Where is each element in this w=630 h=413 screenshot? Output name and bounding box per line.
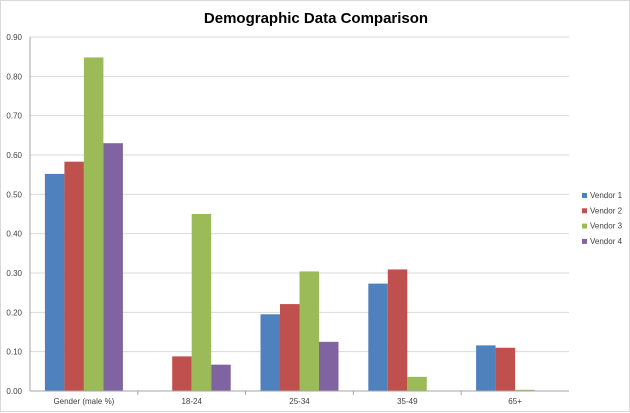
y-tick-label: 0.70 <box>6 112 22 121</box>
legend-label: Vendor 3 <box>590 222 623 231</box>
bar-vendor-2 <box>387 269 408 391</box>
legend-swatch <box>582 208 587 214</box>
bars <box>44 57 535 391</box>
bar-vendor-3 <box>191 214 212 391</box>
legend-label: Vendor 2 <box>590 206 623 215</box>
bar-vendor-4 <box>319 341 339 391</box>
x-category-label: 65+ <box>508 397 522 406</box>
bar-vendor-2 <box>172 356 192 391</box>
y-tick-label: 0.20 <box>6 308 22 317</box>
bar-vendor-3 <box>299 271 319 391</box>
bar-vendor-1 <box>44 173 65 391</box>
y-tick-label: 0.50 <box>6 190 22 199</box>
y-tick-label: 0.10 <box>6 348 22 357</box>
y-tick-label: 0.00 <box>6 387 22 396</box>
bar-vendor-1 <box>368 283 388 391</box>
y-tick-label: 0.60 <box>6 151 22 160</box>
legend-swatch <box>582 193 587 198</box>
x-category-label: 18-24 <box>181 397 202 406</box>
chart-title: Demographic Data Comparison <box>204 10 428 27</box>
y-tick-label: 0.90 <box>6 33 22 42</box>
legend: Vendor 1 Vendor 2 Vendor 3 Vendor 4 <box>582 191 623 246</box>
bar-vendor-4 <box>211 364 231 391</box>
y-axis-ticks: 0.00 0.10 0.20 0.30 0.40 0.50 0.60 0.70 0.80 0.90 <box>6 33 22 396</box>
bar-vendor-3 <box>83 57 104 391</box>
bar-vendor-1 <box>260 314 280 391</box>
bar-vendor-2 <box>280 304 300 391</box>
legend-swatch <box>582 238 587 244</box>
legend-label: Vendor 1 <box>590 191 623 200</box>
bar-vendor-2 <box>64 161 84 391</box>
axes <box>29 37 569 395</box>
bar-vendor-2 <box>495 347 516 391</box>
y-tick-label: 0.40 <box>6 230 22 239</box>
x-category-label: 35-49 <box>397 397 418 406</box>
legend-swatch <box>582 223 587 229</box>
y-tick-label: 0.80 <box>6 72 22 81</box>
bar-vendor-3 <box>515 389 535 391</box>
x-category-label: Gender (male %) <box>53 397 114 406</box>
y-tick-label: 0.30 <box>6 269 22 278</box>
bar-vendor-1 <box>476 345 496 391</box>
bar-vendor-4 <box>103 143 123 391</box>
legend-label: Vendor 4 <box>590 237 623 246</box>
x-axis-labels: Gender (male %) 18-24 25-34 35-49 65+ <box>53 397 522 406</box>
x-category-label: 25-34 <box>289 397 310 406</box>
bar-vendor-3 <box>407 376 427 391</box>
